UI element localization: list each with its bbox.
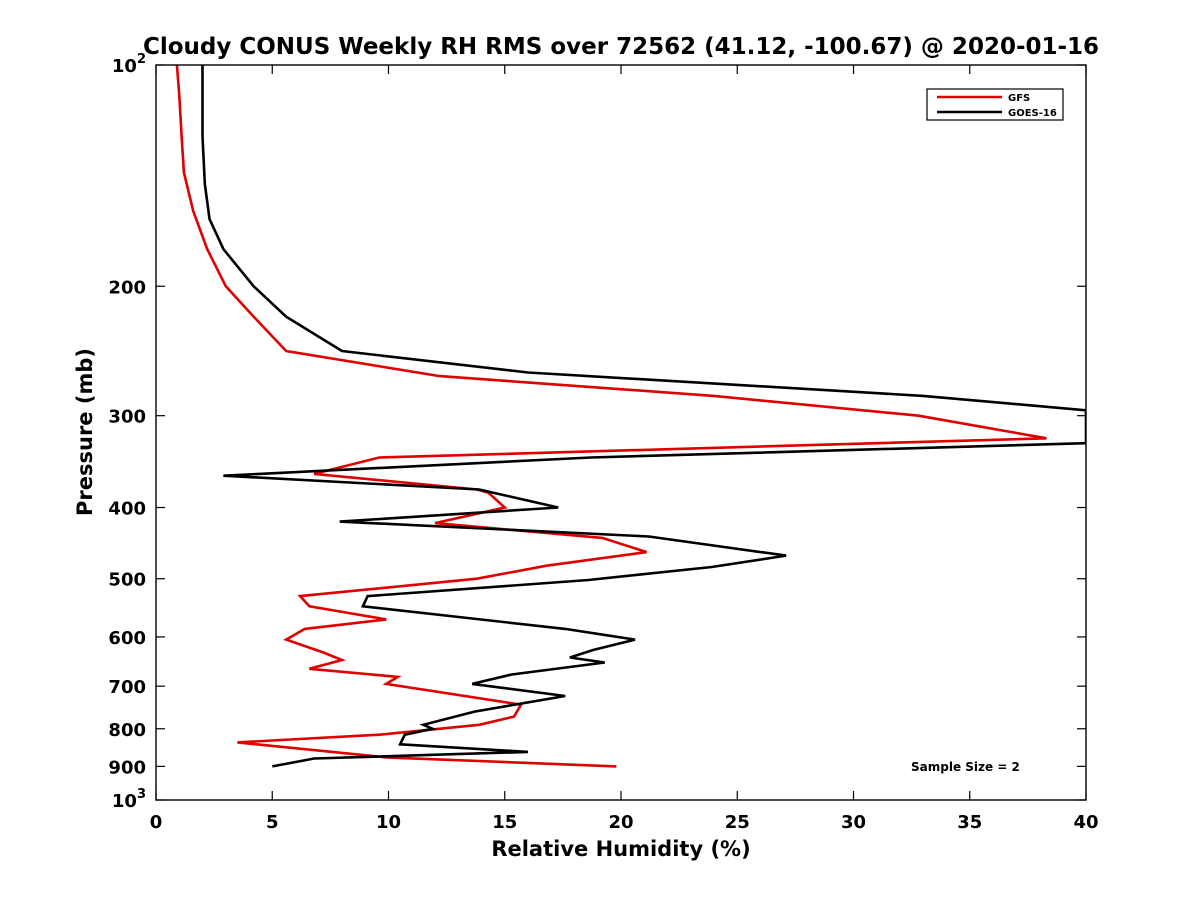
y-tick-label: 800 bbox=[108, 720, 146, 741]
y-tick-label: 700 bbox=[108, 677, 146, 698]
x-tick-label: 25 bbox=[725, 812, 750, 833]
y-tick-label: 600 bbox=[108, 628, 146, 649]
series-line-goes-16 bbox=[201, 65, 1086, 768]
y-tick-label: 200 bbox=[108, 277, 146, 298]
legend-box bbox=[926, 88, 1064, 121]
y-tick-label: 300 bbox=[108, 407, 146, 428]
y-tick-label: 103 bbox=[112, 787, 146, 812]
legend-label-gfs: GFS bbox=[1008, 93, 1030, 104]
x-tick-label: 15 bbox=[492, 812, 517, 833]
x-tick-label: 40 bbox=[1073, 812, 1098, 833]
legend: GFS GOES-16 bbox=[926, 88, 1064, 121]
y-tick-label: 900 bbox=[108, 757, 146, 778]
y-tick-label: 500 bbox=[108, 570, 146, 591]
chart-title: Cloudy CONUS Weekly RH RMS over 72562 (4… bbox=[143, 34, 1099, 60]
x-axis-label: Relative Humidity (%) bbox=[491, 837, 750, 861]
series-layer bbox=[175, 65, 1086, 768]
ticks-layer: 0 5 10 15 20 25 30 35 40 102 200 300 400 500 600 700 800… bbox=[108, 52, 1098, 833]
series-line-gfs bbox=[175, 65, 1047, 768]
x-tick-label: 5 bbox=[266, 812, 279, 833]
x-tick-label: 10 bbox=[376, 812, 401, 833]
x-tick-label: 0 bbox=[150, 812, 163, 833]
x-tick-label: 30 bbox=[841, 812, 866, 833]
x-tick-label: 35 bbox=[957, 812, 982, 833]
y-tick-label: 102 bbox=[112, 52, 146, 77]
legend-label-goes-16: GOES-16 bbox=[1008, 108, 1057, 119]
y-tick-label: 400 bbox=[108, 499, 146, 520]
sample-size-annotation: Sample Size = 2 bbox=[911, 760, 1020, 774]
x-tick-label: 20 bbox=[608, 812, 633, 833]
y-axis-label: Pressure (mb) bbox=[73, 348, 97, 516]
